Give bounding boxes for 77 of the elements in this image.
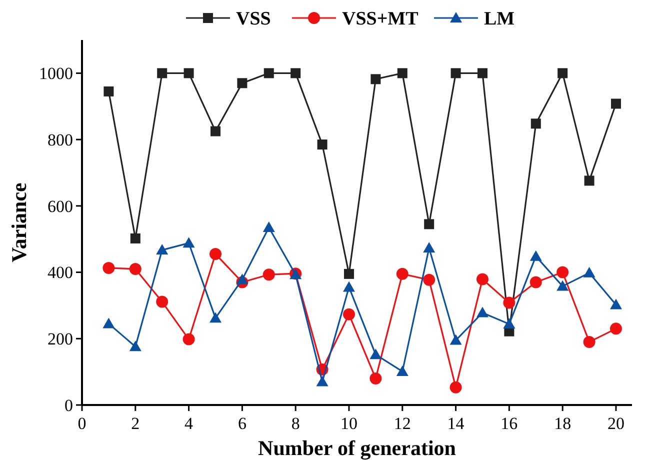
point — [129, 340, 142, 352]
point — [290, 68, 301, 78]
x-tick-label: 4 — [184, 414, 194, 433]
point — [370, 74, 381, 84]
point — [423, 242, 436, 253]
point — [610, 322, 622, 335]
point — [450, 381, 462, 394]
y-tick-label: 400 — [48, 263, 73, 282]
y-tick-label: 800 — [48, 130, 73, 150]
point — [236, 274, 248, 284]
point — [530, 276, 542, 288]
point — [344, 268, 354, 279]
point — [262, 221, 275, 232]
point — [342, 281, 355, 292]
point — [156, 244, 168, 255]
x-tick-label: 6 — [238, 414, 246, 433]
point — [209, 248, 222, 260]
point — [503, 296, 516, 309]
legend-label: VSS — [236, 8, 271, 30]
point — [262, 268, 275, 281]
point — [583, 336, 596, 348]
point — [182, 333, 195, 346]
point — [157, 68, 168, 78]
legend-label: VSS+MT — [342, 8, 419, 30]
x-tick-label: 18 — [554, 414, 572, 433]
point — [130, 233, 140, 244]
point — [530, 250, 542, 261]
point — [450, 68, 461, 78]
y-tick-label: 200 — [48, 330, 73, 349]
point — [237, 78, 248, 88]
point — [104, 86, 114, 96]
point — [182, 237, 195, 248]
point — [583, 266, 596, 278]
point — [503, 318, 516, 329]
point — [264, 68, 274, 78]
point — [610, 298, 622, 310]
point — [477, 68, 488, 78]
x-tick-label: 14 — [447, 414, 465, 433]
point — [184, 68, 194, 78]
point — [317, 140, 328, 150]
point — [370, 372, 382, 384]
x-tick-label: 20 — [607, 414, 624, 433]
point — [129, 262, 142, 275]
x-tick-label: 16 — [500, 414, 518, 433]
x-tick-label: 8 — [291, 414, 300, 433]
y-tick-label: 600 — [48, 196, 73, 216]
point — [450, 334, 462, 345]
point — [397, 68, 408, 78]
point — [476, 306, 488, 318]
point — [342, 308, 355, 320]
y-axis-title: Variance — [7, 182, 31, 262]
x-tick-label: 10 — [340, 414, 358, 433]
point — [102, 262, 115, 274]
point — [476, 273, 488, 286]
x-tick-label: 2 — [131, 414, 140, 433]
y-tick-label: 1000 — [39, 64, 73, 84]
point — [210, 126, 220, 136]
point — [610, 98, 621, 109]
y-tick-label: 0 — [64, 396, 73, 415]
point — [558, 68, 568, 78]
point — [370, 348, 382, 360]
point — [530, 118, 541, 129]
x-tick-label: 0 — [78, 414, 86, 433]
point — [556, 280, 569, 291]
point — [316, 376, 328, 386]
x-tick-label: 12 — [394, 414, 411, 433]
point — [584, 176, 594, 186]
point — [556, 266, 569, 278]
legend-label: LM — [484, 8, 515, 30]
point — [396, 365, 408, 376]
point — [156, 296, 168, 308]
point — [209, 312, 222, 323]
point — [424, 219, 434, 230]
point — [423, 274, 436, 286]
point — [102, 318, 115, 328]
x-axis-title: Number of generation — [258, 436, 456, 460]
point — [396, 268, 408, 280]
